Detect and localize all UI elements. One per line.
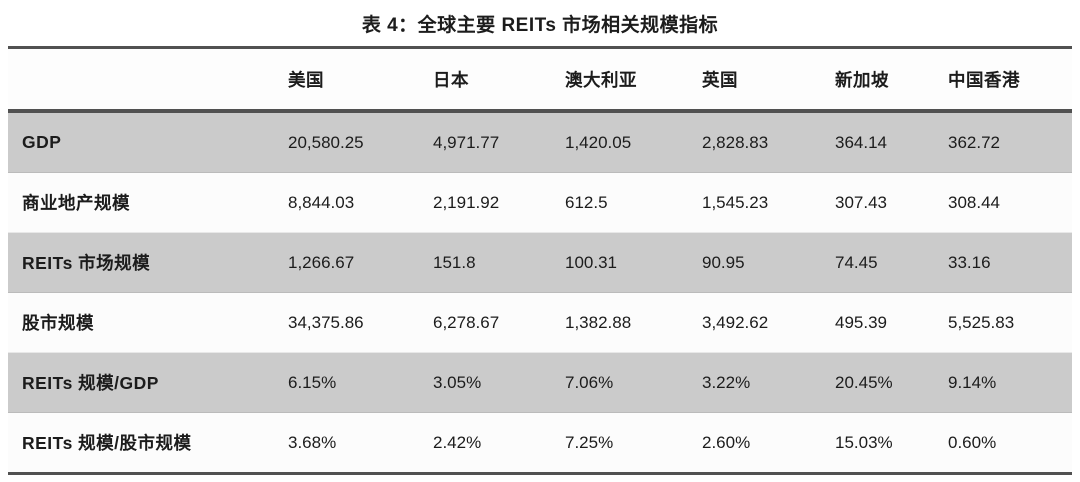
data-cell: 3.22% <box>688 352 821 413</box>
data-cell: 308.44 <box>934 172 1072 233</box>
data-cell: 20.45% <box>821 352 934 413</box>
data-cell: 3.68% <box>274 412 419 474</box>
data-cell: 364.14 <box>821 110 934 173</box>
reits-market-table: 美国 日本 澳大利亚 英国 新加坡 中国香港 GDP 20,580.25 4,971.77 1,… <box>8 46 1072 475</box>
data-cell: 3,492.62 <box>688 292 821 353</box>
row-label: REITs 规模/股市规模 <box>8 412 274 474</box>
row-label: REITs 规模/GDP <box>8 352 274 413</box>
table-title: 表 4：全球主要 REITs 市场相关规模指标 <box>361 14 719 36</box>
data-cell: 33.16 <box>934 232 1072 293</box>
data-cell: 307.43 <box>821 172 934 233</box>
data-cell: 151.8 <box>419 232 551 293</box>
data-cell: 2,828.83 <box>688 110 821 173</box>
data-cell: 74.45 <box>821 232 934 293</box>
column-header-6: 中国香港 <box>934 47 1072 113</box>
table-row-3: 股市规模 34,375.86 6,278.67 1,382.88 3,492.62 495… <box>8 292 1072 353</box>
column-header-2: 日本 <box>419 47 551 113</box>
column-header-5: 新加坡 <box>821 47 934 113</box>
data-cell: 362.72 <box>934 110 1072 173</box>
table-row-1: 商业地产规模 8,844.03 2,191.92 612.5 1,545.23 307.4… <box>8 172 1072 233</box>
data-cell: 8,844.03 <box>274 172 419 233</box>
data-cell: 5,525.83 <box>934 292 1072 353</box>
data-cell: 7.25% <box>551 412 688 474</box>
row-label: 商业地产规模 <box>8 172 274 233</box>
data-cell: 90.95 <box>688 232 821 293</box>
data-cell: 9.14% <box>934 352 1072 413</box>
table-container: 美国 日本 澳大利亚 英国 新加坡 中国香港 GDP 20,580.25 4,971.77 1,… <box>8 46 1072 475</box>
row-label: GDP <box>8 110 274 173</box>
data-cell: 495.39 <box>821 292 934 353</box>
data-cell: 20,580.25 <box>274 110 419 173</box>
row-label: 股市规模 <box>8 292 274 353</box>
data-cell: 100.31 <box>551 232 688 293</box>
table-header-row: 美国 日本 澳大利亚 英国 新加坡 中国香港 <box>8 47 1072 113</box>
data-cell: 15.03% <box>821 412 934 474</box>
table-body: GDP 20,580.25 4,971.77 1,420.05 2,828.83 364.… <box>8 110 1072 474</box>
data-cell: 34,375.86 <box>274 292 419 353</box>
data-cell: 6.15% <box>274 352 419 413</box>
data-cell: 7.06% <box>551 352 688 413</box>
data-cell: 6,278.67 <box>419 292 551 353</box>
data-cell: 1,545.23 <box>688 172 821 233</box>
data-cell: 612.5 <box>551 172 688 233</box>
data-cell: 0.60% <box>934 412 1072 474</box>
data-cell: 1,420.05 <box>551 110 688 173</box>
corner-cell <box>8 47 274 113</box>
data-cell: 1,266.67 <box>274 232 419 293</box>
data-cell: 2.60% <box>688 412 821 474</box>
data-cell: 2.42% <box>419 412 551 474</box>
data-cell: 1,382.88 <box>551 292 688 353</box>
data-cell: 4,971.77 <box>419 110 551 173</box>
column-header-4: 英国 <box>688 47 821 113</box>
table-row-4: REITs 规模/GDP 6.15% 3.05% 7.06% 3.22% 20.45% 9.… <box>8 352 1072 413</box>
column-header-1: 美国 <box>274 47 419 113</box>
table-row-2: REITs 市场规模 1,266.67 151.8 100.31 90.95 74.45 3… <box>8 232 1072 293</box>
table-row-0: GDP 20,580.25 4,971.77 1,420.05 2,828.83 364.… <box>8 110 1072 173</box>
row-label: REITs 市场规模 <box>8 232 274 293</box>
table-row-5: REITs 规模/股市规模 3.68% 2.42% 7.25% 2.60% 15.03% 0… <box>8 412 1072 474</box>
column-header-3: 澳大利亚 <box>551 47 688 113</box>
data-cell: 3.05% <box>419 352 551 413</box>
data-cell: 2,191.92 <box>419 172 551 233</box>
